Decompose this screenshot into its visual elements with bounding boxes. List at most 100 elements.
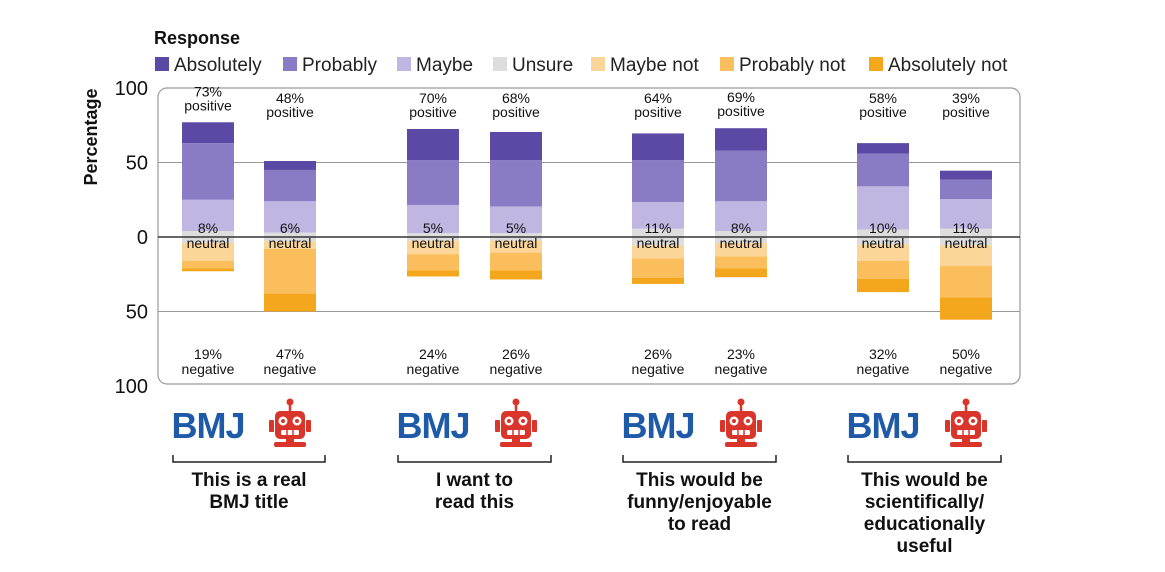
negative-percent-label: 50% <box>952 346 980 362</box>
group-bracket <box>172 455 326 463</box>
legend-item-absolutely: Absolutely <box>155 55 262 76</box>
group-label-line: educationally <box>864 514 986 535</box>
positive-caption-label: positive <box>859 104 907 120</box>
bmj-logo-text: BMJ <box>171 405 244 446</box>
legend-label: Absolutely not <box>888 55 1008 76</box>
legend-title: Response <box>154 28 240 48</box>
neutral-caption-label: neutral <box>187 235 230 251</box>
negative-percent-label: 19% <box>194 346 222 362</box>
neutral-caption-label: neutral <box>637 235 680 251</box>
bmj-logo: BMJ <box>396 405 470 446</box>
bar-segment-maybe <box>407 204 459 234</box>
legend-item-unsure: Unsure <box>493 55 573 76</box>
negative-caption-label: negative <box>490 361 543 377</box>
bar-segment-probably <box>940 179 992 200</box>
bar-segment-maybe-not <box>264 241 316 249</box>
y-tick-label: 100 <box>115 78 148 100</box>
bar-segment-probably <box>632 160 684 202</box>
bar-segment-absolutely-not <box>490 270 542 280</box>
bar-segment-absolutely-not <box>632 277 684 284</box>
bar-stack-4: 68%positive 5%neutral 26%negative <box>490 90 543 377</box>
bar-segment-absolutely <box>407 128 459 161</box>
legend-item-maybe: Maybe <box>397 55 473 76</box>
bar-segment-maybe-not <box>632 245 684 259</box>
group-label-line: I want to <box>436 470 513 491</box>
bar-segment-maybe <box>632 201 684 229</box>
neutral-caption-label: neutral <box>269 235 312 251</box>
bar-segment-absolutely <box>940 170 992 180</box>
positive-percent-label: 73% <box>194 83 222 99</box>
bar-segment-maybe <box>490 206 542 234</box>
positive-caption-label: positive <box>634 104 682 120</box>
negative-caption-label: negative <box>407 361 460 377</box>
legend-swatch <box>869 57 883 71</box>
negative-caption-label: negative <box>940 361 993 377</box>
y-tick-label: 50 <box>126 302 148 324</box>
bar-segment-absolutely-not <box>940 297 992 320</box>
neutral-caption-label: neutral <box>720 235 763 251</box>
bmj-logo: BMJ <box>846 405 920 446</box>
bar-segment-probably-not <box>940 266 992 298</box>
group-label-line: to read <box>668 514 731 535</box>
group-label-line: read this <box>435 492 514 513</box>
neutral-caption-label: neutral <box>862 235 905 251</box>
legend-label: Maybe <box>416 55 473 76</box>
legend-label: Absolutely <box>174 55 262 76</box>
bar-segment-probably-not <box>490 252 542 271</box>
robot-icon <box>945 398 987 447</box>
bar-stack-2: 48%positive 6%neutral 47%negative <box>264 90 317 377</box>
bar-segment-probably <box>490 160 542 207</box>
bar-stack-3: 70%positive 5%neutral 24%negative <box>407 90 460 377</box>
positive-caption-label: positive <box>184 97 232 113</box>
positive-caption-label: positive <box>717 103 765 119</box>
group-label-line: funny/enjoyable <box>627 492 772 513</box>
bar-segment-probably-not <box>715 256 767 269</box>
legend-label: Probably <box>302 55 377 76</box>
negative-percent-label: 32% <box>869 346 897 362</box>
bar-segment-maybe-not <box>857 244 909 261</box>
bar-segment-absolutely <box>857 143 909 154</box>
positive-percent-label: 69% <box>727 89 755 105</box>
legend-item-probably: Probably <box>283 55 377 76</box>
negative-caption-label: negative <box>632 361 685 377</box>
y-axis-title: Percentage <box>81 88 101 185</box>
bmj-logo-text: BMJ <box>846 405 919 446</box>
bar-segment-probably <box>182 143 234 200</box>
bar-segment-absolutely-not <box>264 293 316 312</box>
bar-segment-absolutely <box>182 122 234 144</box>
positive-percent-label: 48% <box>276 90 304 106</box>
legend-swatch <box>155 57 169 71</box>
bmj-logo-text: BMJ <box>396 405 469 446</box>
bar-segment-probably-not <box>857 260 909 279</box>
negative-percent-label: 26% <box>502 346 530 362</box>
positive-percent-label: 58% <box>869 90 897 106</box>
negative-percent-label: 23% <box>727 346 755 362</box>
bar-segment-absolutely <box>632 133 684 161</box>
robot-icon <box>720 398 762 447</box>
group-label-line: This would be <box>636 470 763 491</box>
bar-segment-absolutely <box>715 128 767 151</box>
legend-swatch <box>397 57 411 71</box>
bar-segment-probably <box>857 153 909 187</box>
positive-percent-label: 39% <box>952 90 980 106</box>
legend: Response Absolutely Probably Maybe Unsure May… <box>154 28 1008 76</box>
robot-icon <box>495 398 537 447</box>
bar-segment-maybe-not <box>182 242 234 261</box>
bar-segment-maybe <box>857 186 909 230</box>
neutral-caption-label: neutral <box>412 235 455 251</box>
group-bracket <box>622 455 777 463</box>
y-tick-label: 100 <box>115 376 148 398</box>
positive-caption-label: positive <box>266 104 314 120</box>
positive-caption-label: positive <box>492 104 540 120</box>
positive-percent-label: 70% <box>419 90 447 106</box>
legend-swatch <box>283 57 297 71</box>
positive-caption-label: positive <box>942 104 990 120</box>
legend-swatch <box>493 57 507 71</box>
neutral-percent-label: 5% <box>506 220 526 236</box>
negative-caption-label: negative <box>264 361 317 377</box>
negative-caption-label: negative <box>857 361 910 377</box>
